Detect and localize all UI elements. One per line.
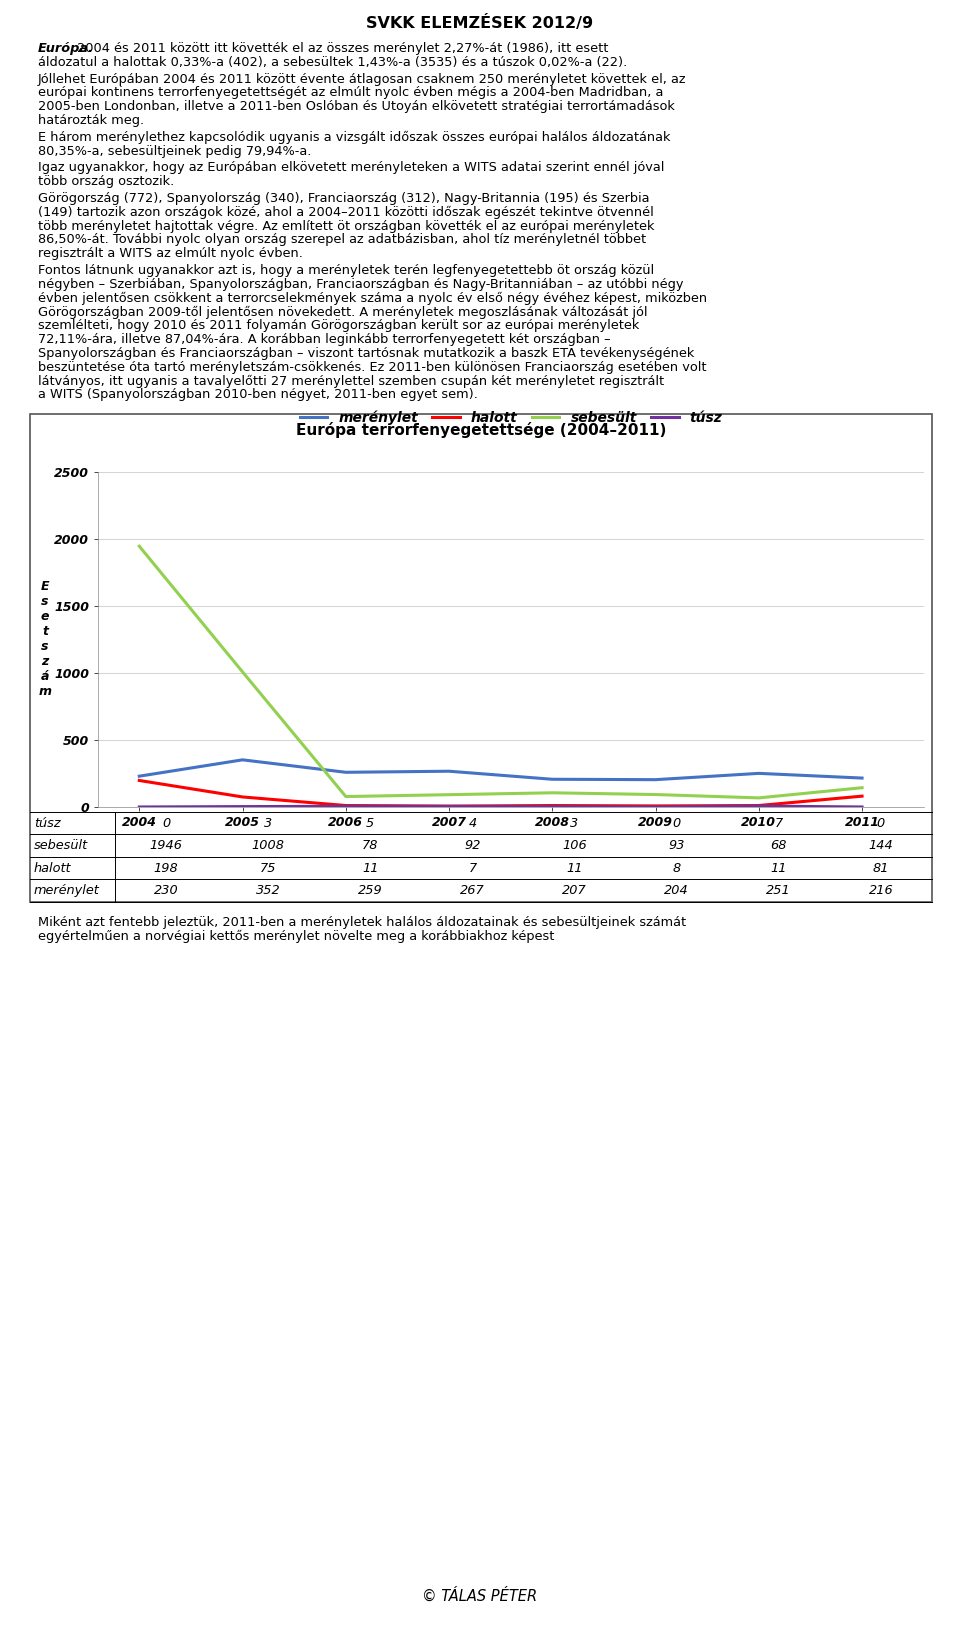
Text: 3: 3	[264, 816, 273, 829]
Text: évben jelentősen csökkent a terrorcselekmények száma a nyolc év első négy évéhez: évben jelentősen csökkent a terrorcselek…	[38, 292, 708, 305]
Text: (149) tartozik azon országok közé, ahol a 2004–2011 közötti időszak egészét teki: (149) tartozik azon országok közé, ahol …	[38, 206, 654, 219]
Text: beszüntetése óta tartó merényletszám-csökkenés. Ez 2011-ben különösen Franciaors: beszüntetése óta tartó merényletszám-csö…	[38, 361, 707, 374]
Text: 75: 75	[260, 862, 276, 875]
Text: sebesült: sebesült	[34, 839, 88, 852]
Text: 11: 11	[566, 862, 583, 875]
Text: Görögország (772), Spanyolország (340), Franciaország (312), Nagy-Britannia (195: Görögország (772), Spanyolország (340), …	[38, 193, 650, 206]
Text: 4: 4	[468, 816, 476, 829]
Text: 72,11%-ára, illetve 87,04%-ára. A korábban leginkább terrorfenyegetett két orszá: 72,11%-ára, illetve 87,04%-ára. A korább…	[38, 333, 611, 346]
Text: 198: 198	[154, 862, 179, 875]
Text: több ország osztozik.: több ország osztozik.	[38, 175, 175, 188]
Text: 352: 352	[255, 885, 280, 898]
Text: E három merénylethez kapcsolódik ugyanis a vizsgált időszak összes európai halál: E három merénylethez kapcsolódik ugyanis…	[38, 131, 670, 144]
Text: 2005-ben Londonban, illetve a 2011-ben Oslóban és Utoyán elkövetett stratégiai t: 2005-ben Londonban, illetve a 2011-ben O…	[38, 100, 675, 113]
Text: 80,35%-a, sebesültjeinek pedig 79,94%-a.: 80,35%-a, sebesültjeinek pedig 79,94%-a.	[38, 145, 311, 158]
Text: 259: 259	[358, 885, 383, 898]
Text: Fontos látnunk ugyanakkor azt is, hogy a merényletek terén legfenyegetettebb öt : Fontos látnunk ugyanakkor azt is, hogy a…	[38, 264, 654, 277]
Text: látványos, itt ugyanis a tavalyelőtti 27 merénylettel szemben csupán két merényl: látványos, itt ugyanis a tavalyelőtti 27…	[38, 374, 664, 387]
Text: európai kontinens terrorfenyegetettségét az elmúlt nyolc évben mégis a 2004-ben : európai kontinens terrorfenyegetettségét…	[38, 86, 663, 100]
Text: 144: 144	[869, 839, 894, 852]
Text: E
s
e
t
s
z
á
m: E s e t s z á m	[38, 581, 52, 698]
Text: 78: 78	[362, 839, 378, 852]
Text: a WITS (Spanyolországban 2010-ben négyet, 2011-ben egyet sem).: a WITS (Spanyolországban 2010-ben négyet…	[38, 388, 478, 401]
Text: Jóllehet Európában 2004 és 2011 között évente átlagosan csaknem 250 merényletet : Jóllehet Európában 2004 és 2011 között é…	[38, 72, 686, 85]
Text: 93: 93	[668, 839, 684, 852]
Text: 0: 0	[162, 816, 170, 829]
Text: négyben – Szerbiában, Spanyolországban, Franciaországban és Nagy-Britanniában – : négyben – Szerbiában, Spanyolországban, …	[38, 277, 684, 290]
Text: egyértelműen a norvégiai kettős merénylet növelte meg a korábbiakhoz képest: egyértelműen a norvégiai kettős merényle…	[38, 930, 554, 943]
Text: 1008: 1008	[252, 839, 285, 852]
Text: 11: 11	[771, 862, 787, 875]
Legend: merénylet, halott, sebesült, túsz: merénylet, halott, sebesült, túsz	[294, 405, 728, 431]
Text: 2004 és 2011 között itt követték el az összes merénylet 2,27%-át (1986), itt ese: 2004 és 2011 között itt követték el az ö…	[77, 42, 609, 55]
Text: Spanyolországban és Franciaországban – viszont tartósnak mutatkozik a baszk ETA : Spanyolországban és Franciaországban – v…	[38, 346, 694, 359]
Text: merénylet: merénylet	[34, 885, 100, 898]
Text: 3: 3	[570, 816, 579, 829]
Text: 251: 251	[766, 885, 791, 898]
Text: 106: 106	[563, 839, 587, 852]
Text: 0: 0	[876, 816, 885, 829]
Text: 230: 230	[154, 885, 179, 898]
Text: 216: 216	[869, 885, 894, 898]
Text: Igaz ugyanakkor, hogy az Európában elkövetett merényleteken a WITS adatai szerin: Igaz ugyanakkor, hogy az Európában elköv…	[38, 162, 664, 175]
Text: halott: halott	[34, 862, 71, 875]
Text: 204: 204	[664, 885, 689, 898]
Text: 267: 267	[460, 885, 485, 898]
Text: 7: 7	[775, 816, 783, 829]
Text: 7: 7	[468, 862, 476, 875]
Text: 207: 207	[563, 885, 587, 898]
Text: Görögországban 2009-től jelentősen növekedett. A merényletek megoszlásának válto: Görögországban 2009-től jelentősen növek…	[38, 305, 647, 318]
Text: 1946: 1946	[150, 839, 182, 852]
Text: határozták meg.: határozták meg.	[38, 114, 144, 127]
Text: 11: 11	[362, 862, 378, 875]
Text: Európa.: Európa.	[38, 42, 94, 55]
Text: 86,50%-át. További nyolc olyan ország szerepel az adatbázisban, ahol tíz merényl: 86,50%-át. További nyolc olyan ország sz…	[38, 233, 646, 246]
Text: áldozatul a halottak 0,33%-a (402), a sebesültek 1,43%-a (3535) és a túszok 0,02: áldozatul a halottak 0,33%-a (402), a se…	[38, 55, 627, 69]
Text: Miként azt fentebb jeleztük, 2011-ben a merényletek halálos áldozatainak és sebe: Miként azt fentebb jeleztük, 2011-ben a …	[38, 916, 686, 929]
Text: Európa terrorfenyegetettsége (2004–2011): Európa terrorfenyegetettsége (2004–2011)	[296, 423, 666, 437]
Text: regisztrált a WITS az elmúlt nyolc évben.: regisztrált a WITS az elmúlt nyolc évben…	[38, 246, 302, 259]
Text: 8: 8	[673, 862, 681, 875]
Text: 68: 68	[771, 839, 787, 852]
Text: több merényletet hajtottak végre. Az említett öt országban követték el az európa: több merényletet hajtottak végre. Az eml…	[38, 220, 655, 233]
Text: 5: 5	[366, 816, 374, 829]
Text: túsz: túsz	[34, 816, 60, 829]
Text: 92: 92	[465, 839, 481, 852]
Text: 0: 0	[673, 816, 681, 829]
Text: szemlélteti, hogy 2010 és 2011 folyamán Görögországban került sor az európai mer: szemlélteti, hogy 2010 és 2011 folyamán …	[38, 320, 639, 333]
Text: © TÁLAS PÉTER: © TÁLAS PÉTER	[422, 1590, 538, 1604]
Text: SVKK ELEMZÉSEK 2012/9: SVKK ELEMZÉSEK 2012/9	[367, 15, 593, 31]
Text: 81: 81	[873, 862, 889, 875]
